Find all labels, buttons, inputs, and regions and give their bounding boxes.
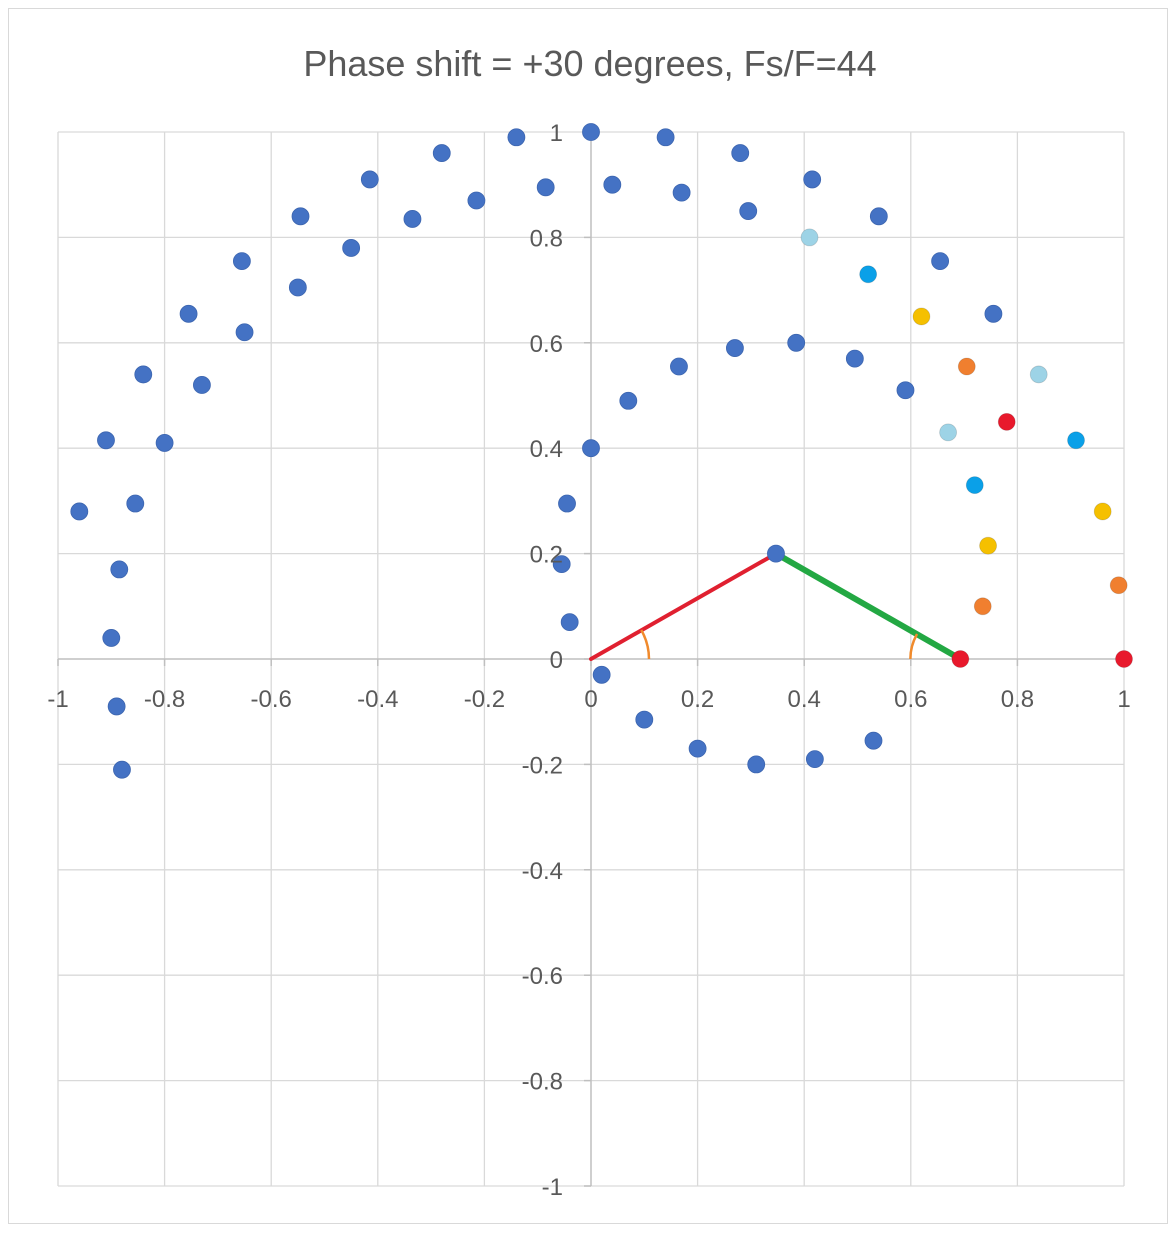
data-point xyxy=(800,228,819,247)
x-tick-label: 0.4 xyxy=(788,686,821,713)
data-point xyxy=(70,502,89,521)
y-tick-label: 0 xyxy=(550,647,563,674)
data-point xyxy=(1115,650,1133,668)
data-point xyxy=(688,739,707,758)
data-point xyxy=(984,304,1003,323)
data-point xyxy=(767,544,785,563)
data-point xyxy=(805,750,824,769)
y-tick-label: -0.4 xyxy=(522,858,563,885)
y-tick-label: 0.4 xyxy=(530,436,563,463)
data-point xyxy=(552,555,571,574)
data-point xyxy=(560,613,579,632)
data-point xyxy=(1029,365,1048,384)
x-tick-label: -1 xyxy=(47,686,68,713)
data-point xyxy=(432,144,451,162)
y-tick-label: -0.6 xyxy=(522,963,563,990)
data-point xyxy=(747,755,766,774)
y-tick-label: -1 xyxy=(542,1174,563,1201)
data-point xyxy=(536,178,555,197)
data-point xyxy=(113,760,131,779)
x-tick-label: 0.6 xyxy=(894,686,927,713)
data-point xyxy=(342,239,361,257)
angle-arcs xyxy=(640,629,919,660)
data-point xyxy=(670,357,688,376)
x-tick-label: -0.6 xyxy=(251,686,292,713)
data-point xyxy=(507,128,526,147)
y-tick-label: 0.2 xyxy=(530,542,563,569)
data-point xyxy=(102,629,121,647)
chart-frame xyxy=(8,8,1168,1224)
data-point xyxy=(912,307,931,326)
x-tick-label: 0.8 xyxy=(1001,686,1034,713)
data-point xyxy=(803,170,822,189)
data-point xyxy=(1067,431,1085,450)
x-tick-label: 0.2 xyxy=(681,686,714,713)
x-tick-label: 1 xyxy=(1117,686,1130,713)
data-point xyxy=(558,494,576,513)
data-point xyxy=(1109,576,1128,595)
data-point xyxy=(232,252,251,271)
data-point xyxy=(859,265,878,284)
data-point xyxy=(467,191,486,210)
data-points xyxy=(70,123,1133,779)
data-point xyxy=(288,278,307,297)
data-point xyxy=(403,210,422,228)
x-tick-label: -0.4 xyxy=(357,686,398,713)
data-point xyxy=(965,476,984,494)
data-point xyxy=(997,412,1016,431)
chart-title: Phase shift = +30 degrees, Fs/F=44 xyxy=(303,43,876,84)
data-point xyxy=(619,391,638,410)
data-point xyxy=(635,710,654,729)
data-point xyxy=(155,434,174,452)
data-point xyxy=(845,349,864,368)
data-point xyxy=(582,439,600,458)
data-point xyxy=(951,650,970,668)
data-point xyxy=(939,423,958,442)
data-point xyxy=(193,376,211,394)
vector-lines xyxy=(589,550,964,662)
data-point xyxy=(979,536,997,555)
data-point xyxy=(896,381,915,400)
tick-labels: -1 -0.8 -0.6 -0.4 -0.2 0 0.2 0.4 0.6 0.8 1 -1 -0.8 -0… xyxy=(47,120,1130,1201)
y-tick-label: -0.8 xyxy=(522,1069,563,1096)
y-tick-label: -0.2 xyxy=(522,752,563,779)
data-point xyxy=(582,123,600,141)
data-point xyxy=(97,431,115,450)
angle-arc-origin xyxy=(640,629,651,660)
data-point xyxy=(110,560,129,579)
x-tick-label: -0.8 xyxy=(144,686,185,713)
data-point xyxy=(1093,502,1112,521)
data-point xyxy=(739,202,758,220)
y-tick-label: 0.6 xyxy=(530,331,563,358)
data-point xyxy=(291,207,310,226)
data-point xyxy=(973,597,992,616)
data-point xyxy=(179,304,198,323)
data-point xyxy=(107,697,126,716)
data-point xyxy=(360,170,379,189)
x-tick-label: 0 xyxy=(584,686,597,713)
data-point xyxy=(869,207,888,226)
y-tick-label: 1 xyxy=(550,120,563,147)
data-point xyxy=(235,323,254,342)
data-point xyxy=(134,365,153,384)
data-point xyxy=(726,339,744,357)
data-point xyxy=(864,731,883,750)
red-vector-line xyxy=(589,551,778,661)
data-point xyxy=(787,333,806,352)
y-tick-label: 0.8 xyxy=(530,225,563,252)
data-point xyxy=(731,144,750,162)
green-vector-line xyxy=(772,550,964,662)
x-tick-label: -0.2 xyxy=(464,686,505,713)
angle-arc-end xyxy=(909,633,919,660)
data-point xyxy=(126,494,145,513)
data-point xyxy=(656,128,675,147)
data-point xyxy=(592,665,611,684)
data-point xyxy=(931,252,950,271)
data-point xyxy=(603,175,622,194)
data-point xyxy=(672,183,691,202)
data-point xyxy=(957,357,976,376)
